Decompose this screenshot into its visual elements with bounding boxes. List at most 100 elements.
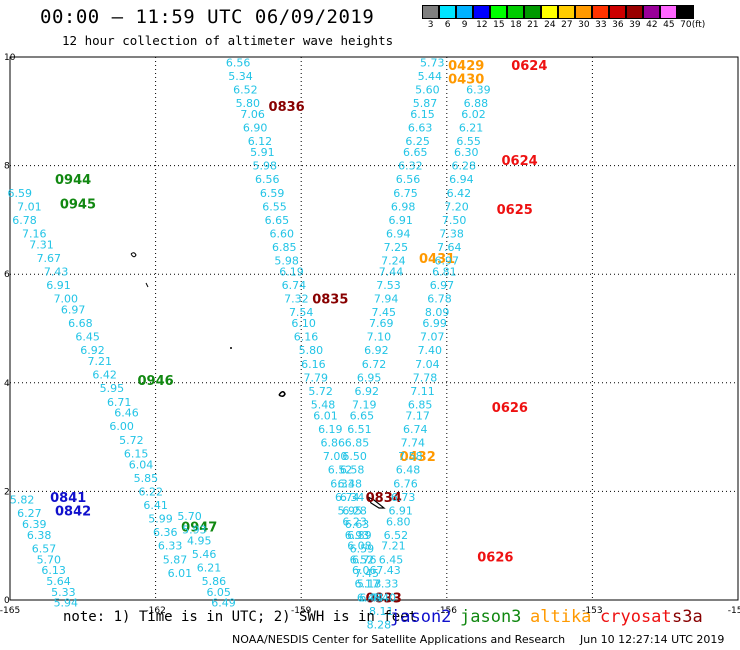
wave-height-value: 5.64 <box>46 575 71 588</box>
wave-height-value: 6.49 <box>211 597 236 610</box>
wave-height-value: 6.27 <box>17 507 42 520</box>
legend-jason3: jason3 <box>460 607 522 627</box>
colorbar-label: 39 <box>629 20 641 30</box>
pass-time-label: 0430 <box>448 73 484 88</box>
wave-height-value: 7.54 <box>289 306 314 319</box>
wave-height-value: 6.92 <box>364 344 389 357</box>
y-tick-label: 2 <box>4 487 10 497</box>
island-outline <box>130 252 137 258</box>
colorbar-swatch <box>507 5 524 19</box>
wave-height-value: 5.33 <box>51 586 76 599</box>
wave-height-value: 6.59 <box>7 187 32 200</box>
wave-height-value: 6.01 <box>168 567 193 580</box>
pass-time-label: 0432 <box>400 450 436 465</box>
pass-time-label: 0624 <box>511 59 547 74</box>
wave-height-value: 7.45 <box>371 306 396 319</box>
wave-height-value: 7.69 <box>369 317 394 330</box>
wave-height-value: 6.15 <box>410 108 435 121</box>
wave-height-value: 6.94 <box>386 227 411 240</box>
x-tick-label: -165 <box>0 606 20 616</box>
colorbar-label: 45 <box>663 20 675 30</box>
wave-height-value: 7.21 <box>88 355 113 368</box>
pass-time-label: 0626 <box>477 551 513 566</box>
wave-height-value: 7.06 <box>240 108 265 121</box>
pass-time-label: 0834 <box>366 491 402 506</box>
wave-height-value: 6.19 <box>318 423 343 436</box>
colorbar-swatch <box>643 5 660 19</box>
island-outline <box>278 391 286 398</box>
wave-height-value: 6.97 <box>435 255 460 268</box>
colorbar-label: 42 <box>646 20 658 30</box>
wave-height-value: 6.92 <box>80 344 105 357</box>
pass-time-label: 0944 <box>55 173 91 188</box>
wave-height-value: 6.16 <box>301 358 326 371</box>
wave-height-value: 8.09 <box>425 306 450 319</box>
wave-height-value: 6.44 <box>359 591 384 604</box>
wave-height-value: 7.24 <box>381 255 406 268</box>
wave-height-value: 6.36 <box>153 526 178 539</box>
wave-height-value: 5.99 <box>148 513 173 526</box>
pass-time-label: 0842 <box>55 504 91 519</box>
wave-height-value: 6.02 <box>461 108 486 121</box>
colorbar-label: 15 <box>493 20 505 30</box>
wave-height-value: 6.05 <box>206 586 231 599</box>
pass-time-label: 0626 <box>492 401 528 416</box>
wave-height-value: 8.11 <box>369 605 394 618</box>
wave-height-value: 6.41 <box>143 499 168 512</box>
wave-height-value: 5.80 <box>236 97 261 110</box>
wave-height-value: 7.31 <box>29 238 54 251</box>
wave-height-value: 5.60 <box>415 84 440 97</box>
wave-height-value: 5.46 <box>192 548 217 561</box>
y-tick-label: 4 <box>4 379 10 389</box>
wave-height-value: 6.85 <box>345 437 370 450</box>
wave-height-value: 5.48 <box>311 399 336 412</box>
x-tick-label: -156 <box>437 606 458 616</box>
wave-height-value: 5.73 <box>420 56 445 69</box>
wave-height-value: 6.16 <box>294 331 319 344</box>
wave-height-value: 6.06 <box>352 564 377 577</box>
wave-height-value: 6.58 <box>340 464 365 477</box>
wave-height-value: 7.67 <box>37 252 62 265</box>
wave-height-value: 5.87 <box>163 553 188 566</box>
wave-height-value: 7.00 <box>54 293 79 306</box>
wave-height-value: 6.56 <box>396 173 421 186</box>
colorbar-swatch <box>439 5 456 19</box>
wave-height-value: 7.74 <box>401 437 426 450</box>
colorbar-label: (ft) <box>691 20 706 30</box>
colorbar-swatch <box>541 5 558 19</box>
colorbar-label: 21 <box>527 20 539 30</box>
wave-height-value: 7.11 <box>410 385 435 398</box>
wave-height-value: 7.10 <box>367 331 392 344</box>
wave-height-value: 6.21 <box>459 122 484 135</box>
colorbar-swatch <box>558 5 575 19</box>
wave-height-value: 6.65 <box>265 214 290 227</box>
wave-height-value: 6.48 <box>337 477 362 490</box>
wave-height-value: 6.88 <box>464 97 489 110</box>
wave-height-value: 6.42 <box>92 369 117 382</box>
wave-height-value: 7.04 <box>415 358 440 371</box>
wave-height-value: 6.75 <box>393 187 418 200</box>
colorbar-swatch <box>473 5 490 19</box>
colorbar-label: 33 <box>595 20 607 30</box>
wave-height-value: 6.76 <box>393 477 418 490</box>
wave-height-value: 6.10 <box>291 317 316 330</box>
wave-height-value: 7.78 <box>413 371 438 384</box>
wave-height-value: 7.45 <box>354 567 379 580</box>
wave-height-value: 4.95 <box>187 534 212 547</box>
wave-height-value: 5.98 <box>274 255 299 268</box>
island-outline <box>366 495 386 509</box>
island-outline <box>145 282 149 288</box>
wave-height-value: 6.97 <box>430 279 455 292</box>
pass-time-label: 0945 <box>60 198 96 213</box>
pass-time-label: 0836 <box>269 100 305 115</box>
wave-height-value: 6.19 <box>279 265 304 278</box>
wave-height-value: 6.86 <box>320 437 345 450</box>
wave-height-value: 5.44 <box>418 70 443 83</box>
wave-height-value: 6.22 <box>138 485 163 498</box>
wave-height-value: 6.52 <box>328 464 353 477</box>
colorbar-swatch <box>677 5 694 19</box>
wave-height-value: 7.21 <box>381 540 406 553</box>
wave-height-value: 7.00 <box>323 450 348 463</box>
wave-height-value: 6.63 <box>345 518 370 531</box>
wave-height-value: 6.55 <box>456 135 481 148</box>
